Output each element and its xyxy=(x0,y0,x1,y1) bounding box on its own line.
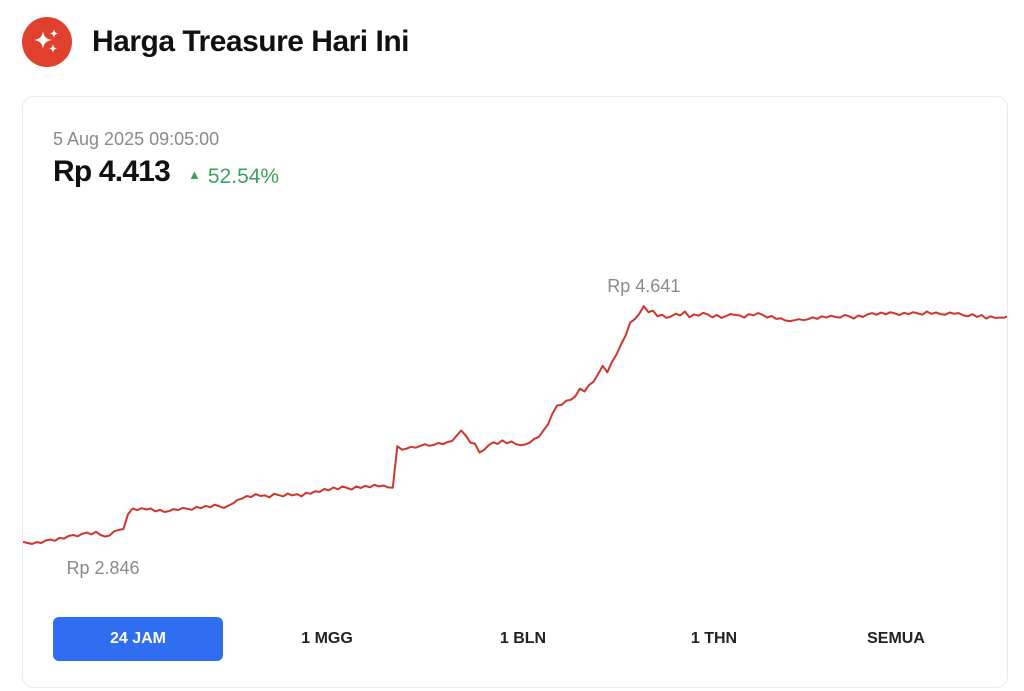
price-change-percent: 52.54% xyxy=(207,164,280,188)
current-price: Rp 4.413 xyxy=(53,155,171,188)
price-change: ▲ 52.54% xyxy=(188,165,279,189)
price-card: 5 Aug 2025 09:05:00 Rp 4.413 ▲ 52.54% Rp… xyxy=(22,96,1008,688)
price-row: Rp 4.413 ▲ 52.54% xyxy=(53,155,279,189)
tab-1-thn[interactable]: 1 THN xyxy=(690,630,738,647)
price-line-chart: Rp 4.641 Rp 2.846 xyxy=(23,276,1007,578)
price-timestamp: 5 Aug 2025 09:05:00 xyxy=(53,129,220,149)
tab-1-mgg[interactable]: 1 MGG xyxy=(301,630,353,647)
page-header: Harga Treasure Hari Ini xyxy=(22,16,409,68)
up-triangle-icon: ▲ xyxy=(188,167,201,182)
price-line xyxy=(23,305,1007,545)
timeframe-tabs: 24 JAM 1 MGG 1 BLN 1 THN SEMUA xyxy=(53,617,979,661)
tab-1-bln[interactable]: 1 BLN xyxy=(499,630,547,647)
sparkles-glyph xyxy=(34,29,58,53)
page-title: Harga Treasure Hari Ini xyxy=(92,25,409,58)
tab-24-jam[interactable]: 24 JAM xyxy=(53,617,223,661)
min-price-label: Rp 2.846 xyxy=(66,558,139,578)
max-price-label: Rp 4.641 xyxy=(607,276,680,296)
tab-semua[interactable]: SEMUA xyxy=(867,630,925,647)
sparkles-icon xyxy=(22,17,72,67)
